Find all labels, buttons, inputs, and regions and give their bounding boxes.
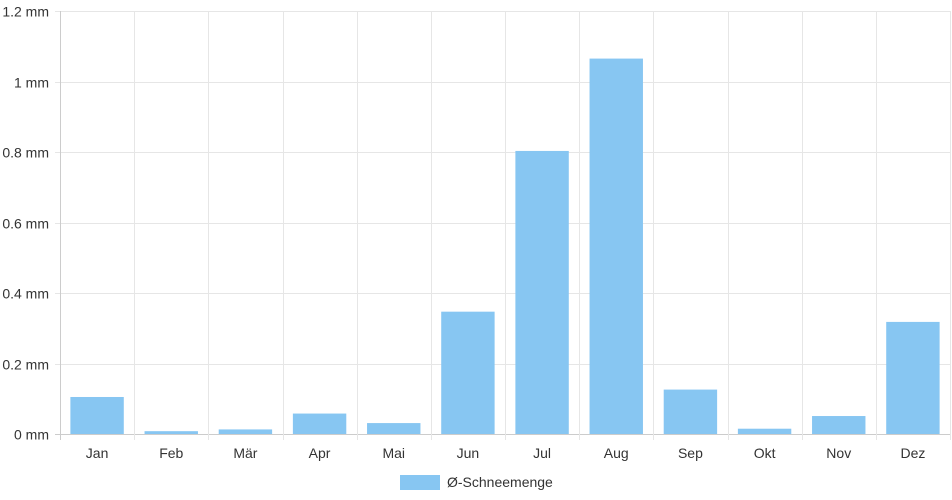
y-tick-label: 0.8 mm xyxy=(2,145,49,161)
chart-legend[interactable]: Ø-Schneemenge xyxy=(400,474,553,490)
x-tick-label: Sep xyxy=(678,445,703,461)
chart-bars xyxy=(70,58,940,435)
legend-swatch xyxy=(400,475,440,490)
x-tick-label: Mai xyxy=(382,445,405,461)
legend-label: Ø-Schneemenge xyxy=(447,474,553,490)
y-tick-label: 0.2 mm xyxy=(2,357,49,373)
x-tick-label: Jan xyxy=(86,445,109,461)
bar-nov[interactable] xyxy=(812,416,866,434)
x-tick-label: Dez xyxy=(900,445,925,461)
bar-mär[interactable] xyxy=(218,429,273,434)
bar-feb[interactable] xyxy=(144,431,198,434)
bar-mai[interactable] xyxy=(367,423,421,434)
x-tick-label: Apr xyxy=(309,445,331,461)
y-tick-label: 0.4 mm xyxy=(2,286,49,302)
bar-sep[interactable] xyxy=(663,389,718,434)
y-tick-label: 0.6 mm xyxy=(2,216,49,232)
y-axis-labels: 0 mm 0.2 mm 0.4 mm 0.6 mm 0.8 mm 1 mm 1.2 mm xyxy=(2,4,49,443)
x-tick-label: Jul xyxy=(533,445,551,461)
y-tick-label: 0 mm xyxy=(14,427,49,443)
x-tick-label: Aug xyxy=(604,445,629,461)
bar-dez[interactable] xyxy=(886,321,940,434)
bar-jul[interactable] xyxy=(515,150,569,434)
bar-apr[interactable] xyxy=(292,413,347,434)
y-tick-label: 1 mm xyxy=(14,75,49,91)
x-tick-label: Nov xyxy=(826,445,851,461)
bar-aug[interactable] xyxy=(589,58,643,435)
x-tick-label: Mär xyxy=(233,445,257,461)
bar-jun[interactable] xyxy=(441,311,495,434)
x-tick-label: Okt xyxy=(754,445,776,461)
bar-okt[interactable] xyxy=(737,428,792,434)
y-tick-label: 1.2 mm xyxy=(2,4,49,20)
chart-grid xyxy=(55,11,951,440)
x-tick-label: Jun xyxy=(457,445,480,461)
x-tick-label: Feb xyxy=(159,445,183,461)
bar-jan[interactable] xyxy=(70,396,124,434)
x-axis-labels: Jan Feb Mär Apr Mai Jun Jul Aug Sep Okt Nov Dez xyxy=(86,445,926,461)
